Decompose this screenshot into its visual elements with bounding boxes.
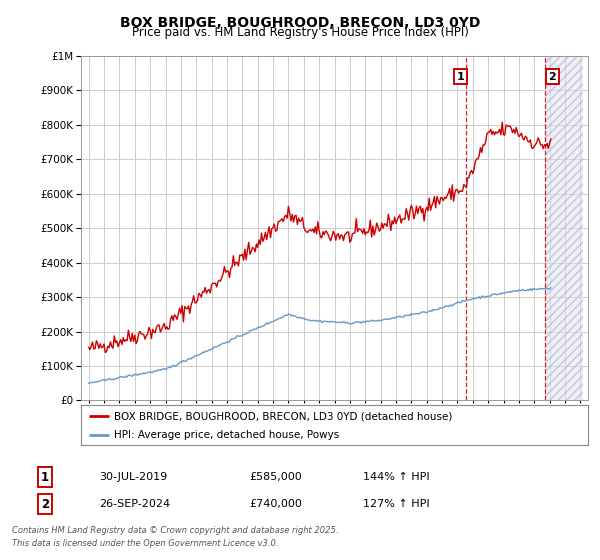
Text: 127% ↑ HPI: 127% ↑ HPI [363, 499, 430, 509]
Text: 144% ↑ HPI: 144% ↑ HPI [363, 472, 430, 482]
Text: £740,000: £740,000 [249, 499, 302, 509]
Text: Contains HM Land Registry data © Crown copyright and database right 2025.: Contains HM Land Registry data © Crown c… [12, 526, 338, 535]
Text: 26-SEP-2024: 26-SEP-2024 [99, 499, 170, 509]
Text: HPI: Average price, detached house, Powys: HPI: Average price, detached house, Powy… [114, 430, 339, 440]
Bar [545, 56, 583, 400]
Text: 2: 2 [41, 497, 49, 511]
Text: Price paid vs. HM Land Registry's House Price Index (HPI): Price paid vs. HM Land Registry's House … [131, 26, 469, 39]
Text: 2: 2 [548, 72, 556, 82]
Text: 1: 1 [41, 470, 49, 484]
Text: This data is licensed under the Open Government Licence v3.0.: This data is licensed under the Open Gov… [12, 539, 278, 548]
Text: 1: 1 [457, 72, 464, 82]
Text: BOX BRIDGE, BOUGHROOD, BRECON, LD3 0YD: BOX BRIDGE, BOUGHROOD, BRECON, LD3 0YD [120, 16, 480, 30]
Bar [545, 56, 583, 400]
Text: 30-JUL-2019: 30-JUL-2019 [99, 472, 167, 482]
Text: £585,000: £585,000 [249, 472, 302, 482]
Text: BOX BRIDGE, BOUGHROOD, BRECON, LD3 0YD (detached house): BOX BRIDGE, BOUGHROOD, BRECON, LD3 0YD (… [114, 411, 452, 421]
